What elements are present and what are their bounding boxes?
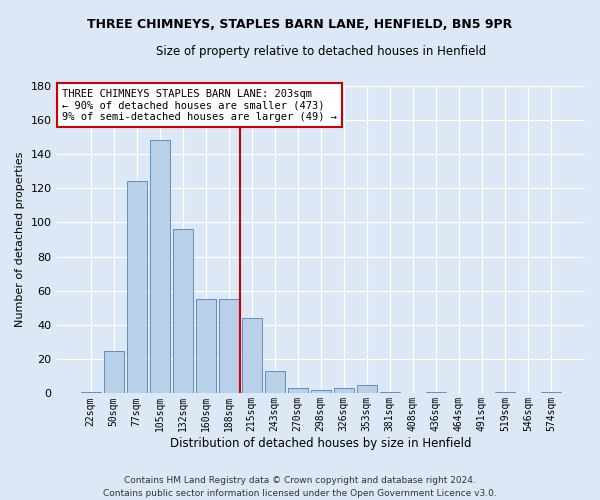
Bar [196, 300, 216, 394]
Bar [425, 392, 446, 394]
Text: Contains HM Land Registry data © Crown copyright and database right 2024.
Contai: Contains HM Land Registry data © Crown c… [103, 476, 497, 498]
Bar [287, 388, 308, 394]
Bar [311, 390, 331, 394]
Bar [149, 140, 170, 394]
Bar [495, 392, 515, 394]
Title: Size of property relative to detached houses in Henfield: Size of property relative to detached ho… [155, 45, 486, 58]
Bar [541, 392, 561, 394]
Text: THREE CHIMNEYS STAPLES BARN LANE: 203sqm
← 90% of detached houses are smaller (4: THREE CHIMNEYS STAPLES BARN LANE: 203sqm… [62, 88, 337, 122]
Bar [334, 388, 354, 394]
Bar [356, 385, 377, 394]
Bar [380, 392, 400, 394]
Bar [173, 229, 193, 394]
X-axis label: Distribution of detached houses by size in Henfield: Distribution of detached houses by size … [170, 437, 472, 450]
Text: THREE CHIMNEYS, STAPLES BARN LANE, HENFIELD, BN5 9PR: THREE CHIMNEYS, STAPLES BARN LANE, HENFI… [88, 18, 512, 30]
Bar [242, 318, 262, 394]
Bar [265, 371, 285, 394]
Bar [104, 350, 124, 394]
Y-axis label: Number of detached properties: Number of detached properties [15, 152, 25, 327]
Bar [80, 392, 101, 394]
Bar [218, 300, 239, 394]
Bar [127, 182, 147, 394]
